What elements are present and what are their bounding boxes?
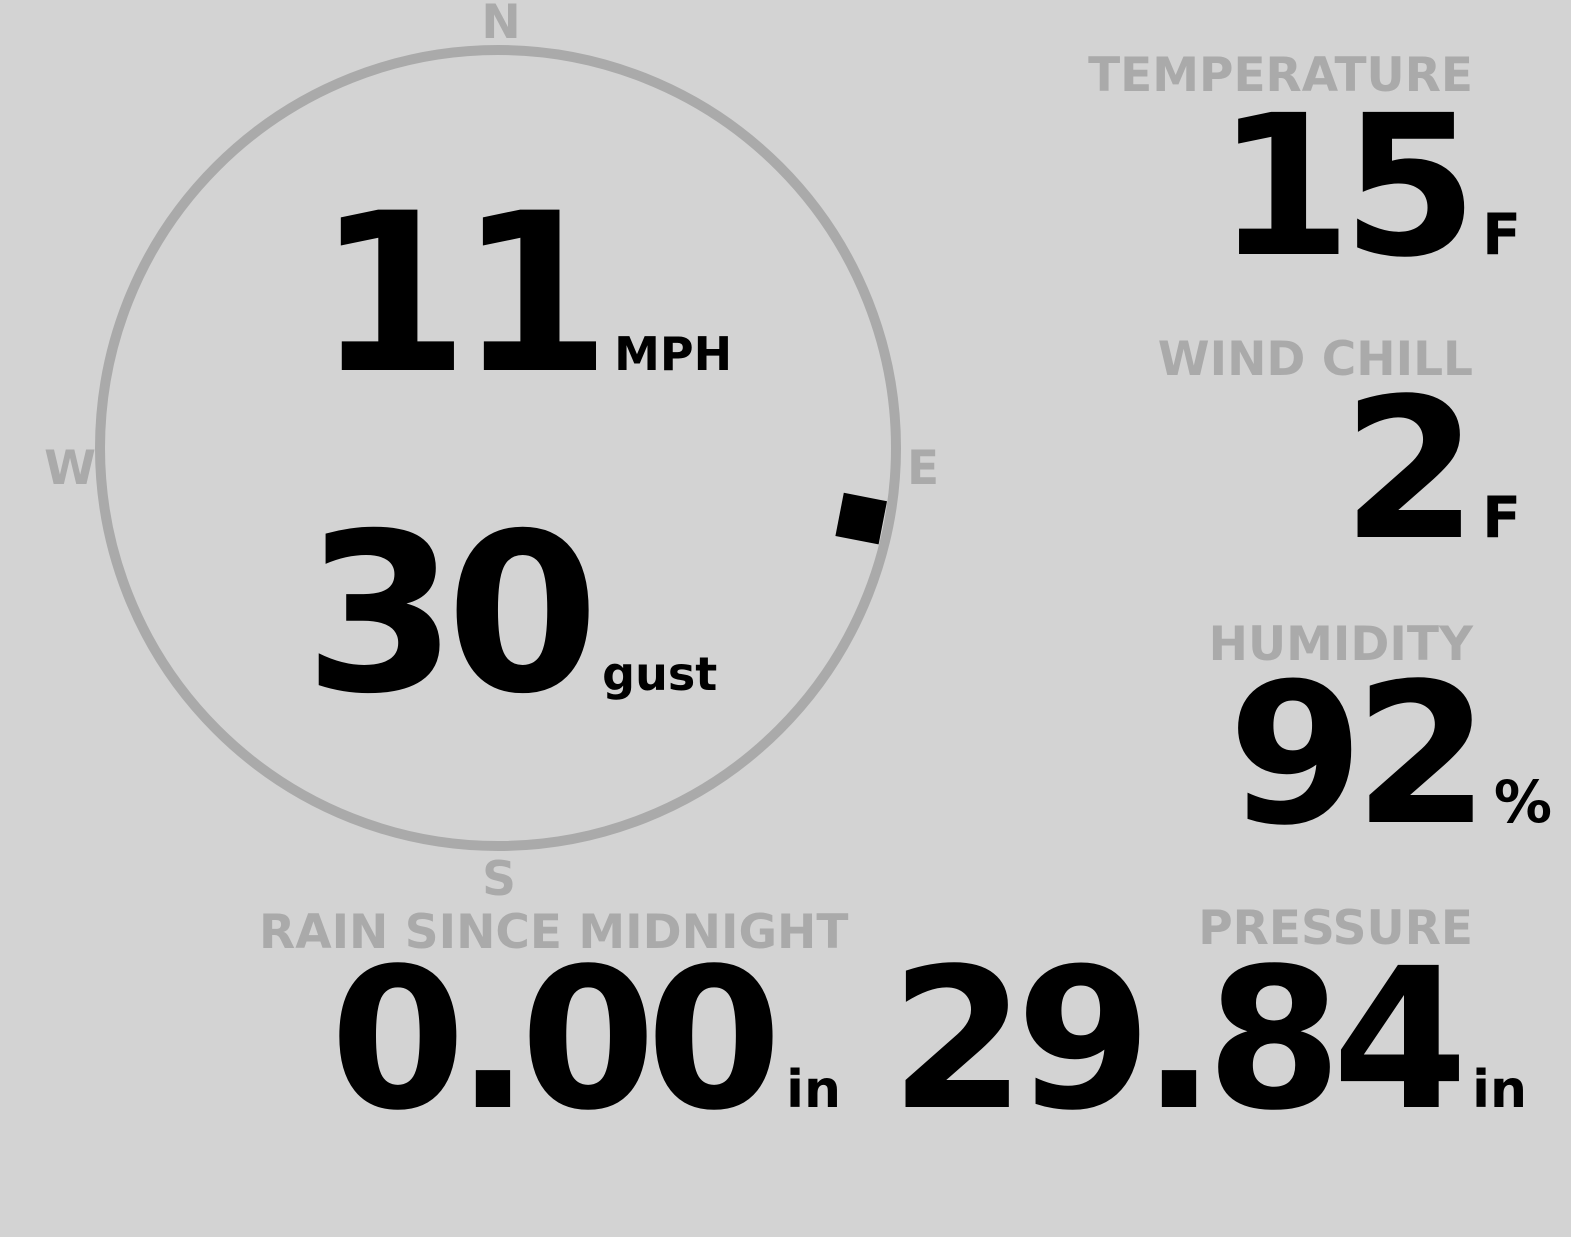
rain-label: RAIN SINCE MIDNIGHT — [259, 905, 849, 960]
pressure-unit: in — [1472, 1060, 1527, 1120]
wind-speed: 11 MPH — [316, 184, 732, 404]
wind-gust-value: 30 — [304, 486, 599, 742]
humidity-value: 92 — [1228, 641, 1490, 868]
compass-ring — [95, 45, 901, 851]
pressure: 29.84 in — [890, 942, 1527, 1137]
compass-west: W — [44, 441, 96, 496]
rain: 0.00 in — [330, 942, 841, 1137]
temperature-value: 15 — [1216, 73, 1478, 300]
wind-direction-marker — [835, 492, 887, 545]
pressure-label: PRESSURE — [1198, 901, 1473, 956]
temperature-label: TEMPERATURE — [1088, 48, 1473, 103]
humidity: 92 % — [1228, 657, 1552, 852]
compass-dial — [95, 45, 901, 851]
wind-chill-unit: F — [1482, 485, 1521, 551]
compass-east: E — [906, 441, 940, 496]
compass-north: N — [481, 0, 521, 50]
wind-speed-value: 11 — [316, 166, 611, 422]
wind-gust-unit: gust — [602, 647, 718, 701]
humidity-unit: % — [1493, 768, 1552, 836]
temperature: 15 F — [1216, 89, 1521, 284]
pressure-value: 29.84 — [890, 926, 1468, 1153]
wind-speed-unit: MPH — [614, 327, 733, 381]
compass-south: S — [482, 852, 516, 907]
rain-unit: in — [786, 1060, 841, 1120]
temperature-unit: F — [1482, 202, 1521, 268]
wind-chill-label: WIND CHILL — [1157, 332, 1473, 387]
wind-chill-value: 2 — [1342, 356, 1478, 583]
rain-value: 0.00 — [330, 926, 782, 1153]
wind-gust: 30 gust — [304, 504, 717, 724]
humidity-label: HUMIDITY — [1208, 617, 1473, 672]
wind-chill: 2 F — [1342, 372, 1521, 567]
